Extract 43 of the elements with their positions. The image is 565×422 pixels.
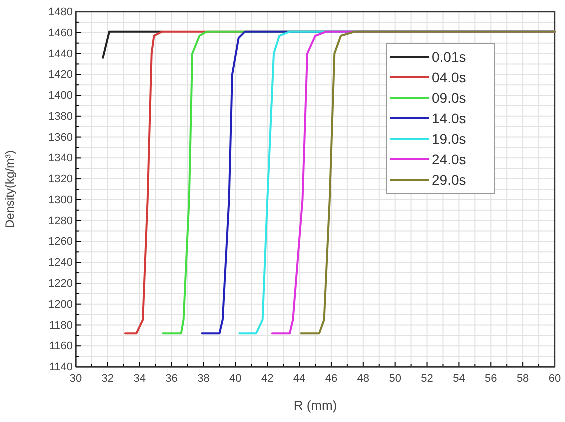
x-tick-label: 48 — [357, 373, 370, 386]
y-tick-label: 1320 — [48, 174, 73, 186]
y-tick-label: 1360 — [48, 132, 73, 144]
y-axis-title: Density(kg/m³) — [3, 150, 17, 229]
x-tick-label: 38 — [198, 373, 210, 386]
legend-label: 24.0s — [432, 152, 466, 168]
legend-label: 14.0s — [432, 110, 466, 126]
x-tick-label: 34 — [134, 373, 146, 386]
y-tick-label: 1460 — [48, 27, 73, 40]
x-tick-label: 30 — [70, 373, 82, 386]
x-tick-label: 44 — [293, 373, 306, 386]
y-tick-label: 1200 — [48, 298, 73, 311]
x-tick-label: 56 — [485, 373, 498, 386]
y-tick-label: 1260 — [48, 236, 73, 248]
x-axis-title: R (mm) — [294, 398, 338, 413]
y-tick-label: 1340 — [48, 152, 73, 165]
legend-label: 09.0s — [432, 90, 466, 106]
x-tick-label: 58 — [516, 373, 530, 386]
x-tick-label: 32 — [102, 373, 114, 386]
y-tick-label: 1420 — [48, 69, 73, 82]
x-tick-label: 42 — [261, 373, 274, 386]
y-tick-label: 1440 — [48, 48, 73, 60]
y-tick-label: 1180 — [49, 320, 73, 332]
y-tick-label: 1480 — [48, 6, 73, 19]
y-tick-label: 1240 — [48, 257, 73, 270]
y-tick-label: 1220 — [48, 278, 73, 290]
y-tick-label: 1160 — [49, 340, 73, 353]
legend-label: 19.0s — [432, 131, 466, 147]
x-tick-label: 54 — [453, 373, 466, 386]
x-tick-label: 60 — [548, 373, 562, 386]
x-tick-label: 36 — [166, 373, 178, 386]
y-tick-label: 1300 — [48, 194, 73, 206]
x-tick-label: 46 — [325, 373, 338, 386]
legend-label: 0.01s — [432, 49, 466, 65]
y-tick-label: 1280 — [48, 215, 73, 228]
y-tick-label: 1140 — [49, 362, 73, 374]
y-tick-label: 1380 — [48, 110, 73, 123]
x-tick-label: 40 — [230, 373, 242, 386]
x-tick-label: 52 — [421, 373, 434, 386]
x-tick-label: 50 — [389, 373, 402, 386]
y-tick-label: 1400 — [48, 90, 73, 102]
legend-label: 29.0s — [432, 172, 466, 188]
legend-label: 04.0s — [432, 70, 466, 86]
